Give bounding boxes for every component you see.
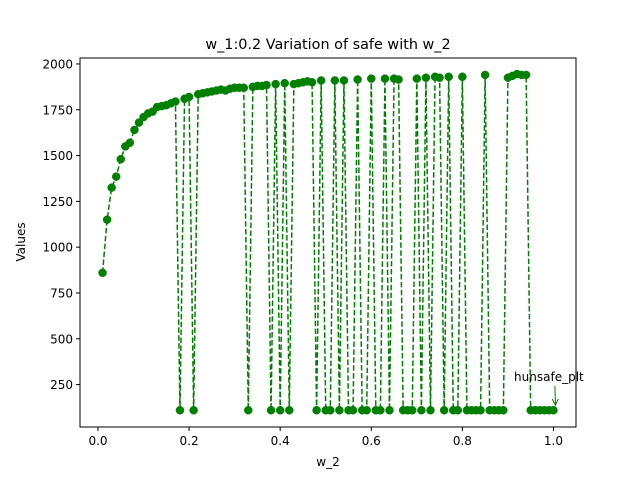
y-tick-label: 750	[50, 286, 73, 300]
data-point	[262, 80, 271, 90]
annotation-arrowhead	[551, 398, 559, 407]
data-point	[367, 74, 376, 83]
data-point	[412, 74, 422, 83]
annotation-label: hunsafe_plt	[514, 370, 584, 384]
data-point	[426, 405, 435, 415]
data-point	[280, 78, 289, 88]
data-point	[476, 405, 485, 415]
data-point	[362, 405, 371, 415]
data-point	[111, 172, 121, 181]
y-axis: 250 500 750 1000 1250 1500 1750 2000	[42, 57, 80, 392]
x-tick-label: 0.2	[180, 434, 199, 448]
data-point	[439, 405, 449, 415]
data-point	[480, 70, 490, 80]
data-point	[125, 138, 135, 147]
data-point	[239, 83, 248, 93]
y-axis-title: Values	[14, 222, 28, 261]
data-point	[380, 74, 390, 83]
y-tick-label: 1000	[42, 241, 73, 255]
data-point	[275, 405, 285, 415]
data-point	[335, 405, 344, 415]
data-point	[184, 92, 194, 102]
y-tick-label: 1750	[42, 103, 73, 117]
data-point	[116, 154, 126, 164]
x-axis: 0.0 0.2 0.4 0.6 0.8 1.0	[88, 427, 563, 448]
data-point	[312, 405, 321, 415]
y-tick-label: 500	[50, 332, 73, 346]
data-point	[98, 268, 107, 278]
data-point	[316, 76, 326, 85]
data-point	[339, 76, 349, 85]
data-point	[435, 73, 444, 82]
data-point	[376, 405, 385, 415]
data-point	[385, 405, 394, 415]
data-point	[453, 405, 463, 415]
data-point	[549, 405, 558, 415]
data-point	[394, 75, 403, 84]
data-point	[458, 72, 467, 82]
data-point	[171, 97, 180, 106]
annotation-layer: hunsafe_plt	[514, 370, 584, 407]
data-point	[353, 75, 362, 84]
data-point	[134, 118, 144, 127]
data-point	[271, 79, 280, 89]
data-point	[102, 215, 112, 224]
x-tick-label: 0.8	[453, 434, 472, 448]
x-tick-label: 0.6	[362, 434, 381, 448]
data-point	[444, 72, 453, 82]
plot-area	[80, 58, 576, 427]
data-point	[521, 70, 531, 80]
data-point	[285, 405, 294, 415]
data-point	[421, 73, 431, 82]
data-point	[408, 405, 417, 415]
data-point	[499, 405, 508, 415]
data-point	[307, 78, 317, 87]
data-point	[189, 405, 198, 415]
y-tick-label: 1250	[42, 195, 73, 209]
x-axis-title: w_2	[316, 455, 339, 469]
x-tick-label: 1.0	[544, 434, 563, 448]
data-point	[326, 405, 335, 415]
data-point	[417, 405, 426, 415]
data-point	[130, 125, 139, 135]
data-point	[348, 405, 358, 415]
plot-frame	[79, 57, 577, 428]
x-tick-label: 0.4	[271, 434, 290, 448]
x-tick-label: 0.0	[88, 434, 107, 448]
data-point	[266, 405, 276, 415]
chart-title: w_1:0.2 Variation of safe with w_2	[205, 37, 450, 53]
data-point	[244, 405, 253, 415]
data-point	[175, 405, 185, 415]
series-layer	[98, 69, 558, 415]
y-tick-label: 2000	[42, 57, 73, 71]
y-tick-label: 1500	[42, 149, 73, 163]
y-tick-label: 250	[50, 378, 73, 392]
data-point	[330, 76, 340, 85]
annotation-arrow	[554, 385, 556, 406]
data-point	[107, 183, 116, 192]
